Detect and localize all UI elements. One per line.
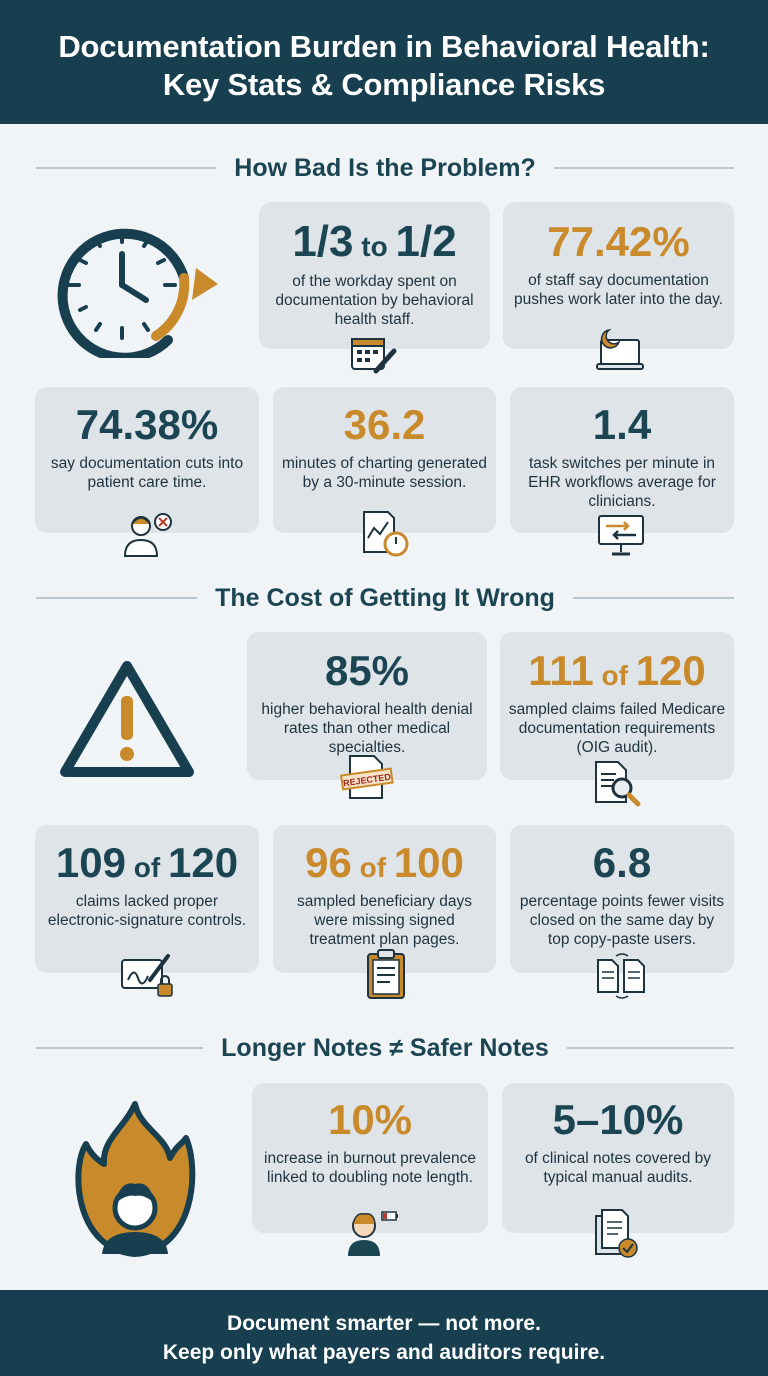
stat-card-workday: 1/3 to 1/2 of the workday spent on docum… [259,202,490,349]
document-magnifier-icon [595,761,641,807]
stat-value: 109 of 120 [55,839,239,886]
stat-description: task switches per minute in EHR workflow… [528,455,716,510]
stat-value: 74.38% [75,401,219,448]
stat-card-claims-failed: 111 of 120 sampled claims failed Medicar… [500,632,734,780]
stat-value: 10% [327,1096,413,1143]
stat-value: 96 of 100 [305,839,464,886]
chart-stopwatch-icon [363,511,409,557]
section-heading-problem: How Bad Is the Problem? [36,148,734,188]
stat-description: increase in burnout prevalence linked to… [264,1150,476,1186]
stat-card-charting: 36.2 minutes of charting generated by a … [273,387,496,533]
stat-description: percentage points fewer visits closed on… [519,893,725,948]
section-title: How Bad Is the Problem? [234,153,536,182]
page-title-line-2: Key Stats & Compliance Risks [162,67,606,102]
stat-description: of the workday spent on documentation by… [275,273,474,328]
footer-line-1: Document smarter — not more. [227,1312,541,1335]
tired-person-battery-icon [348,1211,398,1256]
warning-triangle-icon [60,661,194,777]
moon-laptop-icon [596,328,644,370]
stat-value: 111 of 120 [528,647,706,694]
stat-value: 77.42% [547,218,690,265]
stat-value: 6.8 [592,839,652,886]
stat-card-audits: 5–10% of clinical notes covered by typic… [502,1083,734,1233]
page-footer: Document smarter — not more. Keep only w… [0,1290,768,1376]
stat-description: of clinical notes covered by typical man… [524,1150,712,1186]
clipboard-icon [367,949,405,999]
stat-description: sampled beneficiary days were missing si… [297,893,472,948]
stat-card-care: 74.38% say documentation cuts into patie… [35,387,259,533]
stat-value: 1/3 to 1/2 [292,217,457,266]
documents-check-icon [595,1209,638,1258]
section-heading-cost: The Cost of Getting It Wrong [36,578,734,618]
section-title: The Cost of Getting It Wrong [215,583,555,612]
stat-description: claims lacked proper electronic-signatur… [47,893,247,929]
stat-card-copy-paste: 6.8 percentage points fewer visits close… [510,825,734,973]
footer-line-2: Keep only what payers and auditors requi… [162,1341,606,1364]
stat-value: 85% [324,647,410,694]
stat-card-burnout: 10% increase in burnout prevalence linke… [252,1083,488,1233]
stat-value: 1.4 [592,401,652,448]
clock-arrow-icon [57,228,218,358]
calendar-pencil-icon [351,338,397,374]
section-heading-notes: Longer Notes ≠ Safer Notes [36,1028,734,1068]
stat-card-later: 77.42% of staff say documentation pushes… [503,202,734,349]
stat-description: higher behavioral health denial rates th… [261,701,473,756]
burnout-flame-person-icon [75,1101,196,1257]
stat-description: of staff say documentation pushes work l… [513,272,724,308]
stat-value: 36.2 [343,401,426,448]
copy-documents-icon [597,953,645,999]
rejected-document-icon: REJECTED [340,755,394,799]
stat-card-plan-pages: 96 of 100 sampled beneficiary days were … [273,825,496,973]
stat-card-switches: 1.4 task switches per minute in EHR work… [510,387,734,533]
stat-description: say documentation cuts into patient care… [50,455,244,491]
stat-description: sampled claims failed Medicare documenta… [508,701,726,756]
stat-value: 5–10% [552,1096,684,1143]
section-title: Longer Notes ≠ Safer Notes [221,1033,549,1062]
clinician-x-icon [123,513,172,557]
stat-description: minutes of charting generated by a 30-mi… [281,455,488,491]
page-title-line-1: Documentation Burden in Behavioral Healt… [58,29,710,64]
tablet-signature-lock-icon [121,954,173,997]
stat-card-esig: 109 of 120 claims lacked proper electron… [35,825,259,973]
monitor-arrows-icon [598,515,644,556]
page-header: Documentation Burden in Behavioral Healt… [0,0,768,124]
